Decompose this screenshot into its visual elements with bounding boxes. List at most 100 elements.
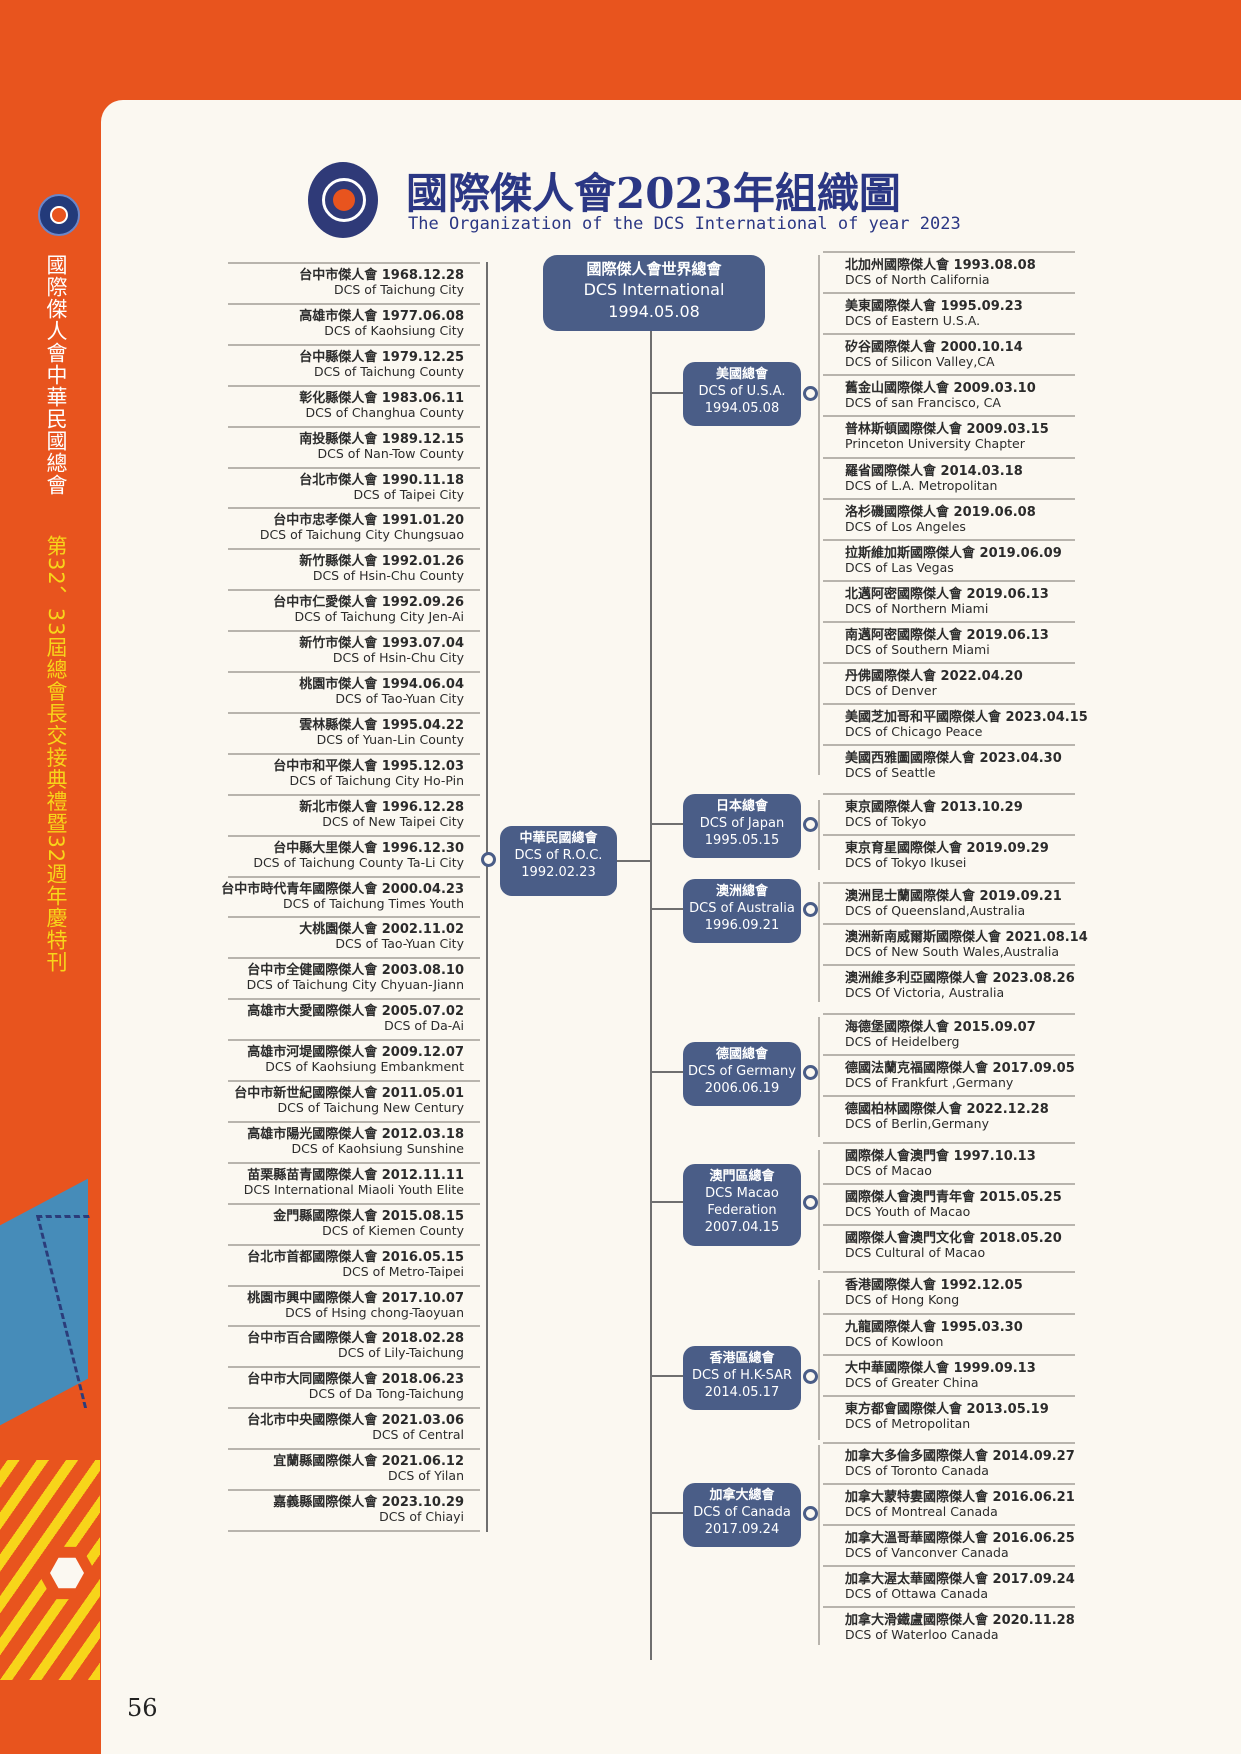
japan-dot: [803, 817, 818, 832]
group-date: 2014.05.17: [704, 1385, 780, 1400]
roc-chapter: 宜蘭縣國際傑人會 2021.06.12 DCS of Yilan: [209, 1454, 464, 1483]
chapter-en: DCS of Queensland,Australia: [845, 902, 1026, 918]
chapter-separator: [823, 793, 1075, 796]
chapter-en: DCS of Seattle: [845, 765, 936, 781]
japan-connector: [651, 823, 683, 825]
chapter-en: DCS of Southern Miami: [845, 641, 990, 657]
chapter-separator: [228, 1161, 480, 1164]
chapter-en: DCS of Taichung City: [333, 282, 464, 297]
chapter-zh: 台中市時代青年國際傑人會 2000.04.23: [221, 881, 464, 897]
chapter-zh: 嘉義縣國際傑人會 2023.10.29: [273, 1495, 464, 1510]
chapter-separator: [823, 620, 1075, 623]
chapter-zh: 台中市和平傑人會 1995.12.03: [273, 758, 464, 774]
chapter-en: DCS of Da Tong-Taichung: [308, 1386, 464, 1402]
chapter-en: DCS of Metro-Taipei: [342, 1263, 464, 1279]
chapter-zh: 台北市傑人會 1990.11.18: [299, 472, 464, 488]
chapter-separator: [823, 251, 1075, 253]
chapter-zh: 桃園市傑人會 1994.06.04: [299, 677, 464, 692]
chapter-separator: [228, 1243, 480, 1246]
roc-date: 1992.02.23: [521, 865, 596, 880]
page-subtitle: The Organization of the DCS Internationa…: [408, 214, 961, 234]
page-number: 56: [127, 1694, 158, 1722]
chapter-en: DCS of Metropolitan: [845, 1415, 971, 1431]
chapter-en: DCS of Silicon Valley,CA: [845, 354, 995, 370]
chapter-zh: 台中縣大里傑人會 1996.12.30: [273, 840, 464, 856]
chapter-en: DCS of Kaohsiung Embankment: [265, 1059, 464, 1075]
intl-chapter: 國際傑人會澳門青年會 2015.05.25 DCS Youth of Macao: [845, 1190, 1075, 1219]
chapter-separator: [228, 1120, 480, 1123]
chapter-separator: [823, 922, 1075, 925]
chapter-en: DCS of Berlin,Germany: [845, 1116, 989, 1131]
roc-box: 中華民國總會 DCS of R.O.C. 1992.02.23: [500, 826, 617, 896]
roc-zh: 中華民國總會: [519, 831, 598, 846]
chapter-zh: 洛杉磯國際傑人會 2019.06.08: [845, 504, 1036, 520]
chapter-en: DCS of Taichung County Ta-Li City: [253, 854, 464, 870]
chapter-separator: [823, 415, 1075, 418]
group-en-line2: Federation: [707, 1203, 777, 1218]
intl-chapter: 北邁阿密國際傑人會 2019.06.13 DCS of Northern Miam…: [845, 587, 1075, 616]
intl-chapter: 美東國際傑人會 1995.09.23 DCS of Eastern U.S.A.: [845, 299, 1075, 328]
chapter-zh: 東京育星國際傑人會 2019.09.29: [845, 841, 1049, 857]
chapter-zh: 南邁阿密國際傑人會 2019.06.13: [845, 627, 1049, 643]
chapter-en: DCS of Las Vegas: [845, 559, 954, 575]
root-box: 國際傑人會世界總會 DCS International 1994.05.08: [543, 255, 765, 331]
intl-chapter: 丹佛國際傑人會 2022.04.20 DCS of Denver: [845, 669, 1075, 698]
chapter-en: DCS of Ottawa Canada: [845, 1586, 989, 1602]
group-box-macao: 澳門區總會 DCS Macao Federation 2007.04.15: [683, 1164, 801, 1246]
chapter-en: DCS of Lily-Taichung: [337, 1345, 464, 1361]
chapter-en: DCS of Central: [372, 1427, 464, 1443]
root-zh: 國際傑人會世界總會: [586, 260, 722, 278]
roc-chapter: 雲林縣傑人會 1995.04.22 DCS of Yuan-Lin County: [209, 718, 464, 747]
chapter-zh: 台北市首都國際傑人會 2016.05.15: [247, 1249, 464, 1265]
chapter-separator: [228, 875, 480, 878]
chapter-en: DCS of Macao: [845, 1163, 932, 1179]
roc-chapter: 大桃園傑人會 2002.11.02 DCS of Tao-Yuan City: [209, 922, 464, 951]
roc-vertical: [486, 262, 488, 1532]
roc-chapter: 苗栗縣苗青國際傑人會 2012.11.11 DCS International M…: [209, 1168, 464, 1197]
chapter-en: DCS of Tokyo Ikusei: [845, 855, 967, 871]
chapter-zh: 台中市全健國際傑人會 2003.08.10: [247, 963, 464, 979]
chapter-separator: [823, 456, 1075, 459]
chapter-separator: [823, 703, 1075, 706]
roc-chapter: 桃園市傑人會 1994.06.04 DCS of Tao-Yuan City: [209, 677, 464, 706]
chapter-zh: 德國柏林國際傑人會 2022.12.28: [845, 1102, 1049, 1117]
chapter-zh: 大中華國際傑人會 1999.09.13: [845, 1360, 1036, 1376]
chapter-zh: 台中縣傑人會 1979.12.25: [299, 349, 464, 365]
chapter-zh: 加拿大溫哥華國際傑人會 2016.06.25: [845, 1531, 1075, 1546]
intl-chapter: 加拿大滑鐵盧國際傑人會 2020.11.28 DCS of Waterloo Ca…: [845, 1613, 1075, 1642]
chapter-zh: 北邁阿密國際傑人會 2019.06.13: [845, 586, 1049, 602]
chapter-separator: [228, 793, 480, 796]
chapter-en: DCS of Taichung County: [313, 363, 464, 379]
roc-chapter: 台北市首都國際傑人會 2016.05.15 DCS of Metro-Taipei: [209, 1250, 464, 1279]
group-date: 1995.05.15: [704, 833, 780, 848]
dcs-logo: [308, 162, 378, 238]
chapter-zh: 美東國際傑人會 1995.09.23: [845, 299, 1023, 315]
intl-chapter: 北加州國際傑人會 1993.08.08 DCS of North Californ…: [845, 258, 1075, 287]
chapter-separator: [823, 1271, 1075, 1274]
usa-connector: [651, 392, 683, 394]
roc-chapter: 台中市百合國際傑人會 2018.02.28 DCS of Lily-Taichun…: [209, 1331, 464, 1360]
intl-chapter: 澳洲新南威爾斯國際傑人會 2021.08.14 DCS of New South …: [845, 930, 1088, 959]
group-box-japan: 日本總會 DCS of Japan 1995.05.15: [683, 794, 801, 858]
chapter-separator: [228, 1366, 480, 1369]
group-zh: 澳洲總會: [715, 884, 768, 899]
intl-chapter: 普林斯頓國際傑人會 2009.03.15 Princeton University…: [845, 422, 1075, 451]
chapter-separator: [823, 579, 1075, 582]
roc-chapter: 台中市新世紀國際傑人會 2011.05.01 DCS of Taichung Ne…: [209, 1086, 464, 1115]
intl-chapter: 大中華國際傑人會 1999.09.13 DCS of Greater China: [845, 1361, 1075, 1390]
roc-chapter: 彰化縣傑人會 1983.06.11 DCS of Changhua County: [209, 391, 464, 420]
chapter-separator: [823, 1224, 1075, 1227]
chapter-zh: 國際傑人會澳門文化會 2018.05.20: [845, 1231, 1062, 1247]
macao-bracket: [818, 1150, 820, 1270]
chapter-separator: [228, 343, 480, 346]
chapter-separator: [823, 963, 1075, 966]
chapter-zh: 苗栗縣苗青國際傑人會 2012.11.11: [247, 1167, 464, 1183]
roc-chapter: 新竹縣傑人會 1992.01.26 DCS of Hsin-Chu County: [209, 554, 464, 583]
chapter-separator: [228, 1325, 480, 1328]
chapter-en: DCS of Frankfurt ,Germany: [845, 1074, 1014, 1090]
chapter-separator: [228, 711, 480, 714]
chapter-zh: 台中市忠孝傑人會 1991.01.20: [273, 513, 464, 529]
chapter-en: DCS of New Taipei City: [322, 813, 464, 829]
chapter-zh: 海德堡國際傑人會 2015.09.07: [845, 1019, 1036, 1035]
chapter-en: DCS of Los Angeles: [845, 518, 966, 534]
